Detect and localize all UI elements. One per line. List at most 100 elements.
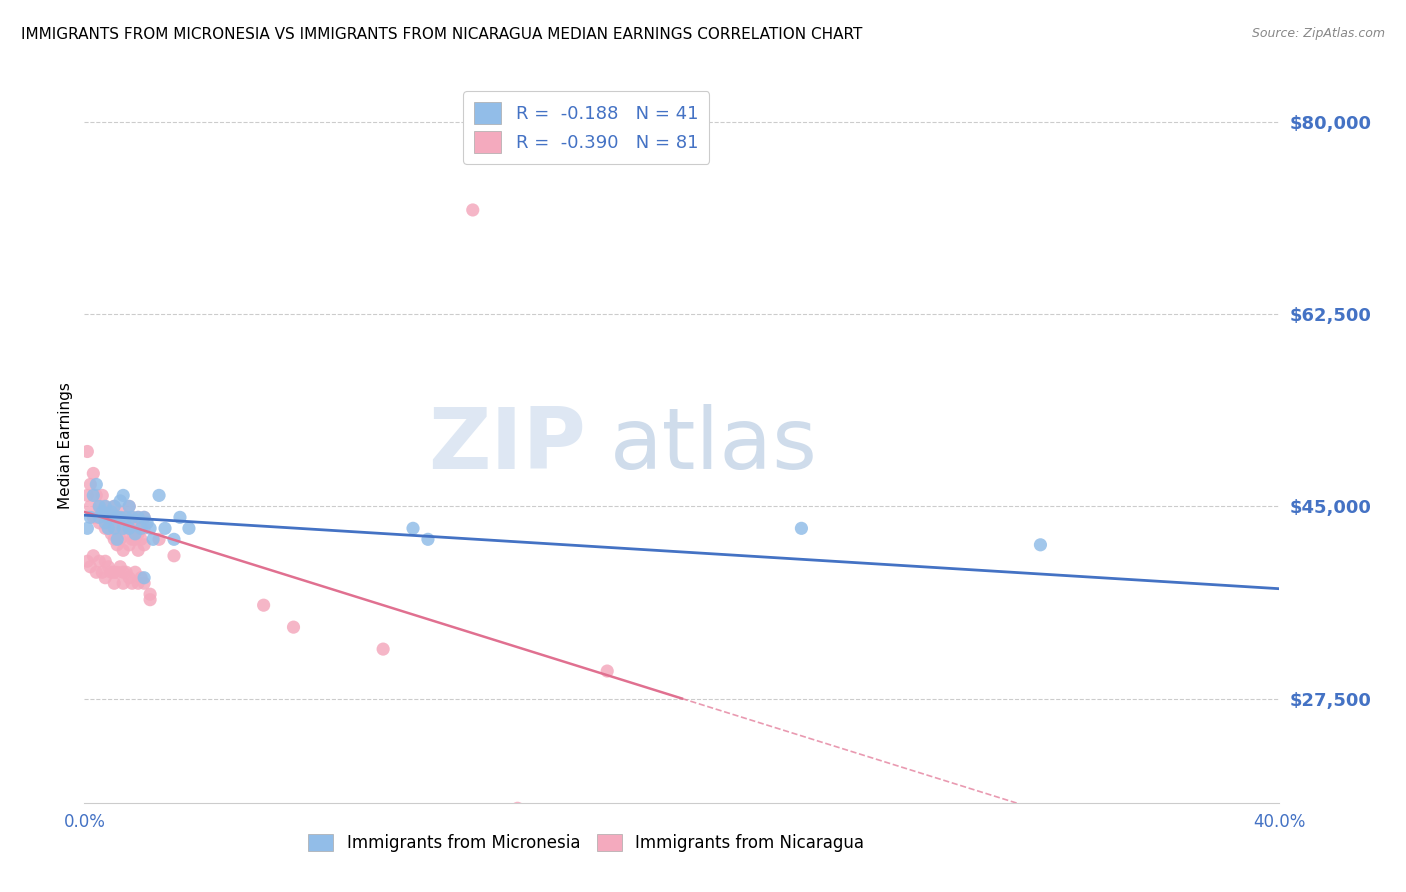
Point xyxy=(129,533,152,547)
Point xyxy=(79,500,101,514)
Point xyxy=(132,510,156,524)
Point xyxy=(112,521,135,535)
Point xyxy=(105,510,128,524)
Point xyxy=(82,549,104,563)
Point xyxy=(103,500,125,514)
Point xyxy=(91,505,114,519)
Point xyxy=(118,521,141,535)
Point xyxy=(121,521,143,535)
Point xyxy=(118,538,141,552)
Point xyxy=(132,510,156,524)
Point xyxy=(129,571,152,585)
Point xyxy=(86,477,108,491)
Point xyxy=(112,510,135,524)
Point xyxy=(132,576,156,591)
Point xyxy=(129,521,152,535)
Point xyxy=(148,533,170,547)
Point xyxy=(163,549,186,563)
Point xyxy=(97,521,120,535)
Point xyxy=(169,510,191,524)
Point xyxy=(139,592,162,607)
Point xyxy=(132,571,156,585)
Point xyxy=(596,664,619,678)
Point xyxy=(76,444,98,458)
Point xyxy=(103,576,125,591)
Point xyxy=(94,571,117,585)
Point xyxy=(79,559,101,574)
Point xyxy=(105,538,128,552)
Point xyxy=(94,521,117,535)
Point xyxy=(112,543,135,558)
Point xyxy=(86,510,108,524)
Point xyxy=(100,510,122,524)
Point xyxy=(253,598,276,612)
Point xyxy=(129,521,152,535)
Point xyxy=(79,477,101,491)
Point xyxy=(153,521,176,535)
Point xyxy=(91,488,114,502)
Point xyxy=(1029,538,1052,552)
Point xyxy=(89,500,111,514)
Point xyxy=(110,494,132,508)
Point xyxy=(97,505,120,519)
Text: Source: ZipAtlas.com: Source: ZipAtlas.com xyxy=(1251,27,1385,40)
Point xyxy=(121,510,143,524)
Point xyxy=(124,526,146,541)
Point xyxy=(124,533,146,547)
Point xyxy=(94,554,117,568)
Point xyxy=(139,521,162,535)
Point xyxy=(103,516,125,530)
Point xyxy=(790,521,813,535)
Point xyxy=(118,571,141,585)
Point xyxy=(110,510,132,524)
Point xyxy=(100,526,122,541)
Point xyxy=(121,510,143,524)
Point xyxy=(127,543,149,558)
Point xyxy=(115,510,138,524)
Point xyxy=(89,516,111,530)
Text: IMMIGRANTS FROM MICRONESIA VS IMMIGRANTS FROM NICARAGUA MEDIAN EARNINGS CORRELAT: IMMIGRANTS FROM MICRONESIA VS IMMIGRANTS… xyxy=(21,27,862,42)
Point xyxy=(127,576,149,591)
Point xyxy=(127,510,149,524)
Point xyxy=(124,566,146,580)
Point xyxy=(132,521,156,535)
Point xyxy=(86,566,108,580)
Point xyxy=(89,500,111,514)
Point xyxy=(103,521,125,535)
Point xyxy=(105,533,128,547)
Point xyxy=(416,533,439,547)
Point xyxy=(79,510,101,524)
Point xyxy=(112,566,135,580)
Point xyxy=(76,554,98,568)
Point xyxy=(118,521,141,535)
Point xyxy=(91,510,114,524)
Point xyxy=(148,488,170,502)
Point xyxy=(103,566,125,580)
Point xyxy=(100,505,122,519)
Point xyxy=(91,566,114,580)
Point xyxy=(132,538,156,552)
Point xyxy=(506,801,529,815)
Point xyxy=(127,510,149,524)
Point xyxy=(103,533,125,547)
Point xyxy=(127,526,149,541)
Point xyxy=(82,488,104,502)
Point xyxy=(89,510,111,524)
Point xyxy=(86,488,108,502)
Point xyxy=(373,642,395,657)
Point xyxy=(97,521,120,535)
Point xyxy=(112,576,135,591)
Point xyxy=(97,559,120,574)
Point xyxy=(94,516,117,530)
Point xyxy=(124,516,146,530)
Point xyxy=(177,521,200,535)
Point xyxy=(100,566,122,580)
Point xyxy=(112,521,135,535)
Point xyxy=(121,533,143,547)
Y-axis label: Median Earnings: Median Earnings xyxy=(58,383,73,509)
Point xyxy=(105,521,128,535)
Point xyxy=(110,559,132,574)
Point xyxy=(76,521,98,535)
Point xyxy=(103,500,125,514)
Point xyxy=(283,620,305,634)
